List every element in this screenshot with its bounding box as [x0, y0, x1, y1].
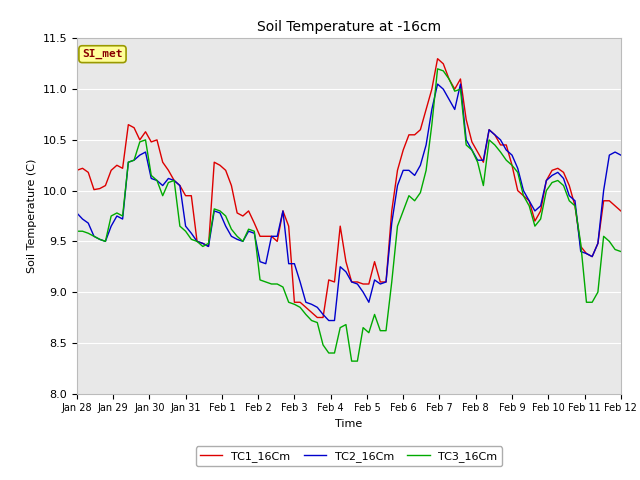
TC2_16Cm [353, 281, 361, 287]
TC3_16Cm [434, 66, 442, 72]
TC2_16Cm [73, 210, 81, 216]
TC1_16Cm [228, 183, 236, 189]
TC1_16Cm [353, 279, 361, 285]
TC2_16Cm [582, 251, 590, 256]
TC1_16Cm [314, 314, 321, 320]
TC3_16Cm [371, 312, 378, 317]
TC2_16Cm [617, 152, 625, 158]
Legend: TC1_16Cm, TC2_16Cm, TC3_16Cm: TC1_16Cm, TC2_16Cm, TC3_16Cm [196, 446, 502, 466]
TC1_16Cm [617, 208, 625, 214]
TC1_16Cm [147, 139, 155, 145]
Line: TC3_16Cm: TC3_16Cm [77, 69, 621, 361]
TC2_16Cm [308, 301, 316, 307]
TC3_16Cm [73, 228, 81, 234]
TC2_16Cm [325, 318, 333, 324]
TC2_16Cm [228, 233, 236, 239]
TC1_16Cm [582, 251, 590, 256]
TC2_16Cm [434, 81, 442, 87]
TC3_16Cm [308, 318, 316, 324]
TC3_16Cm [582, 300, 590, 305]
TC2_16Cm [371, 277, 378, 283]
TC3_16Cm [228, 226, 236, 232]
TC1_16Cm [434, 56, 442, 61]
Text: SI_met: SI_met [82, 49, 123, 59]
TC2_16Cm [147, 176, 155, 181]
TC1_16Cm [371, 259, 378, 264]
TC3_16Cm [617, 249, 625, 254]
Y-axis label: Soil Temperature (C): Soil Temperature (C) [27, 159, 37, 273]
X-axis label: Time: Time [335, 419, 362, 429]
TC1_16Cm [308, 310, 316, 315]
Title: Soil Temperature at -16cm: Soil Temperature at -16cm [257, 21, 441, 35]
Line: TC2_16Cm: TC2_16Cm [77, 84, 621, 321]
Line: TC1_16Cm: TC1_16Cm [77, 59, 621, 317]
TC1_16Cm [73, 168, 81, 173]
TC3_16Cm [147, 172, 155, 178]
TC3_16Cm [353, 358, 361, 364]
TC3_16Cm [348, 358, 355, 364]
